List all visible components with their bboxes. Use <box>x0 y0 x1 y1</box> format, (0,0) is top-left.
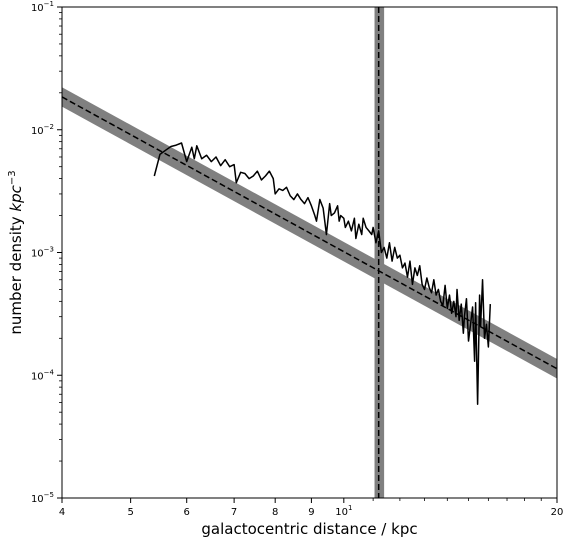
x-tick-label: 9 <box>308 507 314 518</box>
plot-content <box>62 7 557 498</box>
y-axis-label-main: number density <box>7 212 25 335</box>
x-tick-label: 20 <box>551 507 563 518</box>
x-tick-label: 5 <box>127 507 133 518</box>
x-axis: 4 5 6 7 8 9 101 20 <box>59 498 563 518</box>
plot-frame <box>61 6 558 499</box>
x-tick-label: 4 <box>59 507 65 518</box>
x-tick-label: 6 <box>184 507 190 518</box>
y-axis-label: number density kpc−3 <box>7 170 25 334</box>
y-tick-label: 10−1 <box>31 0 54 14</box>
y-axis-label-unit: kpc <box>7 184 25 211</box>
y-tick-label: 10−3 <box>31 246 54 260</box>
x-tick-label: 7 <box>231 507 237 518</box>
x-axis-label: galactocentric distance / kpc <box>201 520 417 538</box>
x-tick-label: 8 <box>272 507 278 518</box>
y-axis-label-exponent: −3 <box>7 170 18 185</box>
x-tick-label: 101 <box>335 504 352 518</box>
y-tick-label: 10−5 <box>31 491 54 505</box>
plot-area <box>62 7 557 498</box>
fit-line <box>62 96 557 370</box>
y-tick-label: 10−2 <box>31 123 54 137</box>
data-series-line-0 <box>153 142 492 406</box>
y-tick-label: 10−4 <box>31 368 55 382</box>
y-axis: 10−5 10−4 10−3 10−2 10−1 <box>31 0 62 505</box>
